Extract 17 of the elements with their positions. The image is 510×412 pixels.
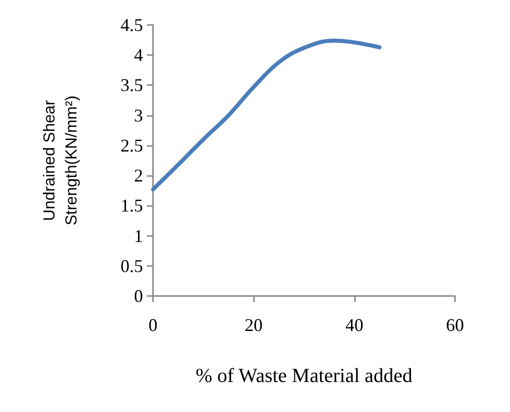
y-tick-label: 4.5 xyxy=(120,15,143,35)
y-tick-label: 4 xyxy=(134,45,143,66)
y-tick-label: 1 xyxy=(134,226,143,246)
y-tick-label: 2 xyxy=(134,166,143,186)
y-tick-label: 3.5 xyxy=(120,75,143,96)
x-tick-label: 20 xyxy=(244,315,263,335)
line-series xyxy=(151,38,382,192)
y-tick-label: 0 xyxy=(134,286,143,306)
x-tick-label: 40 xyxy=(345,315,364,335)
x-tick-label: 0 xyxy=(148,315,158,335)
y-tick-label: 1.5 xyxy=(120,196,143,216)
y-tick-label: 0.5 xyxy=(120,256,143,276)
y-tick-label: 3 xyxy=(134,105,143,126)
x-axis-title: % of Waste Material added xyxy=(196,365,412,387)
y-axis-title: Undrained Shear Strength(KN/mm²) xyxy=(42,96,80,226)
y-tick-label: 2.5 xyxy=(120,135,143,156)
x-tick-label: 60 xyxy=(446,315,464,335)
